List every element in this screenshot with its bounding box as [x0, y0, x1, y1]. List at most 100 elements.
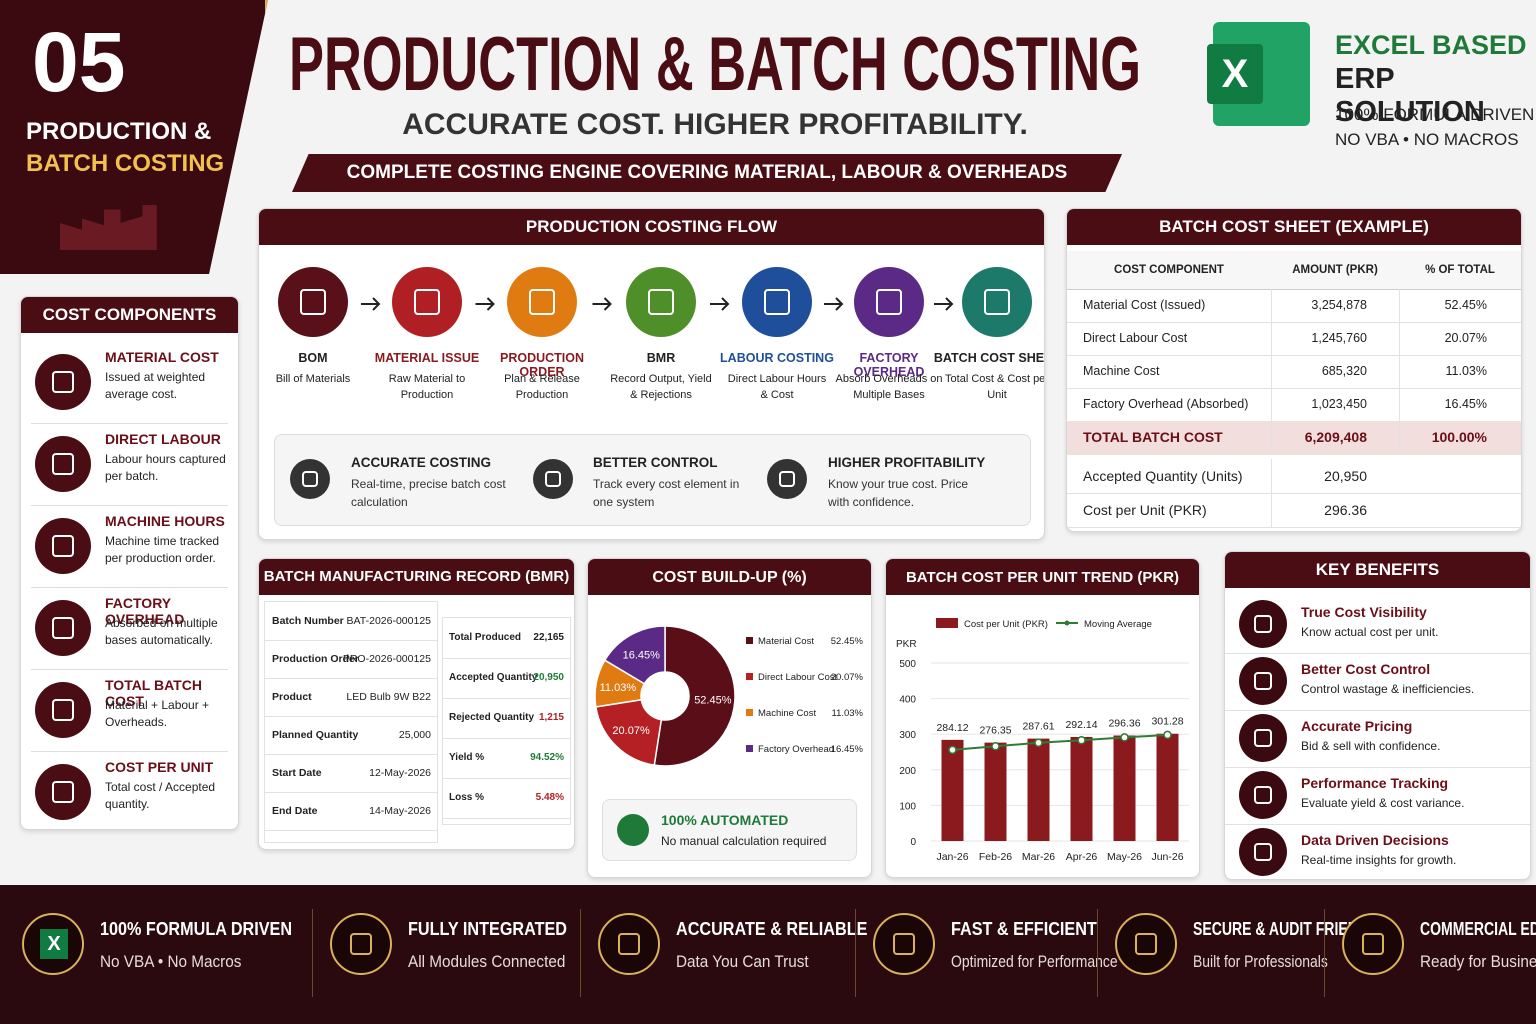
legend-value: 20.07%	[831, 672, 864, 683]
excel-icon-x: X	[1207, 44, 1263, 104]
icon	[1239, 828, 1287, 876]
bmr-row: Production Order PRO-2026-000125	[265, 640, 437, 679]
card-title: KEY BENEFITS	[1225, 552, 1530, 588]
y-tick-label: 200	[899, 766, 916, 777]
footer-desc: All Modules Connected	[408, 952, 566, 971]
bmr-label: Start Date	[272, 767, 322, 779]
card-title: PRODUCTION COSTING FLOW	[259, 209, 1044, 245]
bmr-value: LED Bulb 9W B22	[346, 691, 431, 703]
y-axis-label: PKR	[896, 639, 917, 650]
line-point	[1034, 738, 1043, 747]
table-cell: 20.07%	[1399, 322, 1521, 355]
icon	[507, 267, 577, 337]
bmr-row: Batch Number BAT-2026-000125	[265, 602, 437, 641]
highlight-title: HIGHER PROFITABILITY	[828, 455, 986, 470]
step-title: PRODUCTION ORDER	[499, 351, 585, 379]
bar-chart: BATCH COST PER UNIT TREND (PKR) PKR 0 100 20…	[886, 559, 1199, 863]
bmr-card: BATCH MANUFACTURING RECORD (BMR) Batch Nu…	[258, 558, 575, 850]
icon	[35, 764, 91, 820]
bar	[1027, 738, 1050, 841]
check-icon	[617, 814, 649, 846]
icon	[1239, 657, 1287, 705]
page-title: PRODUCTION & BATCH COSTING	[289, 22, 1141, 106]
step-title: MATERIAL ISSUE	[374, 351, 480, 365]
step-title: FACTORY OVERHEAD	[853, 351, 925, 379]
pie-chart: COST BUILD-UP (%) 52.45% Material Cost 52.4…	[588, 559, 871, 767]
table-cell: 685,320	[1271, 355, 1399, 388]
brand-line: NO VBA • NO MACROS	[1335, 130, 1519, 149]
table-cell: 6,209,408	[1271, 421, 1399, 454]
legend-label: Moving Average	[1084, 619, 1152, 630]
footer-title: 100% FORMULA DRIVEN	[100, 919, 293, 939]
bmr-label: Planned Quantity	[272, 729, 359, 741]
icon	[1115, 913, 1177, 975]
slice-label: 52.45%	[694, 695, 732, 707]
step-desc: Absorb Overheads on Multiple Bases	[835, 373, 943, 401]
icon	[742, 267, 812, 337]
bmr-value: 22,165	[533, 632, 564, 643]
subtitle: ACCURATE COST. HIGHER PROFITABILITY.	[402, 108, 1028, 141]
table-cell: 20,950	[1271, 459, 1399, 493]
benefit-desc: Evaluate yield & cost variance.	[1301, 796, 1465, 810]
legend-swatch	[746, 745, 753, 752]
bmr-row: Product LED Bulb 9W B22	[265, 678, 437, 717]
highlight-title: ACCURATE COSTING	[351, 455, 491, 470]
legend-label: Factory Overhead	[758, 744, 834, 755]
bmr-label: Product	[272, 691, 312, 703]
bmr-value: BAT-2026-000125	[346, 615, 431, 627]
component-title: FACTORY OVERHEAD	[105, 595, 185, 627]
table-cell: 11.03%	[1399, 355, 1521, 388]
footer-separator	[1097, 909, 1098, 997]
footer-desc: Optimized for Performance	[951, 952, 1118, 971]
column-header: AMOUNT (PKR)	[1292, 264, 1378, 276]
table-row: Direct Labour Cost 1,245,760 20.07%	[1067, 322, 1521, 356]
y-tick-label: 100	[899, 801, 916, 812]
highlights: ACCURATE COSTING Real-time, precise batch…	[274, 434, 1031, 526]
icon	[1239, 771, 1287, 819]
benefit-title: Better Cost Control	[1301, 661, 1431, 677]
icon	[1239, 714, 1287, 762]
component-desc: Total cost / Accepted quantity.	[105, 780, 216, 811]
bar-label: 284.12	[936, 722, 968, 734]
bar-label: 296.36	[1108, 717, 1140, 729]
icon	[392, 267, 462, 337]
bmr-row: Yield % 94.52%	[443, 738, 570, 779]
x-tick-label: May-26	[1107, 851, 1142, 863]
table-row: Accepted Quantity (Units) 20,950	[1067, 459, 1521, 494]
automation-box: 100% AUTOMATED No manual calculation req…	[602, 799, 857, 861]
benefit-item: True Cost Visibility Know actual cost per…	[1225, 596, 1530, 654]
y-tick-label: 0	[910, 837, 916, 848]
legend-label: Cost per Unit (PKR)	[964, 619, 1048, 630]
bar	[1070, 736, 1093, 841]
footer-desc: Built for Professionals	[1193, 952, 1328, 971]
badge: 05 PRODUCTION & BATCH COSTING	[0, 0, 268, 274]
table-cell: 1,023,450	[1271, 388, 1399, 421]
table-cell: 100.00%	[1399, 421, 1521, 454]
banner: COMPLETE COSTING ENGINE COVERING MATERIA…	[292, 154, 1122, 192]
bmr-label: Rejected Quantity	[449, 712, 535, 723]
benefit-desc: Bid & sell with confidence.	[1301, 739, 1441, 753]
bmr-row: Accepted Quantity 20,950	[443, 658, 570, 699]
step-desc: Total Cost & Cost per Unit	[945, 373, 1045, 401]
column-header: COST COMPONENT	[1114, 264, 1224, 276]
bmr-right: Total Produced 22,165 Accepted Quantity 20,…	[442, 617, 571, 825]
footer-title: COMMERCIAL EDITION	[1420, 919, 1536, 939]
flow-arrow	[824, 297, 844, 311]
bmr-label: Accepted Quantity	[449, 672, 538, 683]
bmr-value: PRO-2026-000125	[342, 653, 431, 665]
icon	[278, 267, 348, 337]
icon	[533, 459, 573, 499]
table-cell: Accepted Quantity (Units)	[1083, 468, 1243, 484]
x-tick-label: Feb-26	[979, 851, 1012, 863]
step-desc: Direct Labour Hours & Cost	[727, 373, 827, 401]
bmr-value: 94.52%	[530, 752, 564, 763]
benefit-title: Accurate Pricing	[1301, 718, 1413, 734]
step-desc: Plan & Release Production	[504, 373, 580, 401]
highlight-desc: Track every cost element in one system	[593, 477, 740, 509]
bmr-label: Batch Number	[272, 615, 344, 627]
x-tick-label: Mar-26	[1022, 851, 1055, 863]
table-row: Material Cost (Issued) 3,254,878 52.45%	[1067, 289, 1521, 323]
key-benefits: KEY BENEFITS True Cost Visibility Know act…	[1224, 551, 1531, 880]
legend-dot	[1064, 620, 1070, 626]
